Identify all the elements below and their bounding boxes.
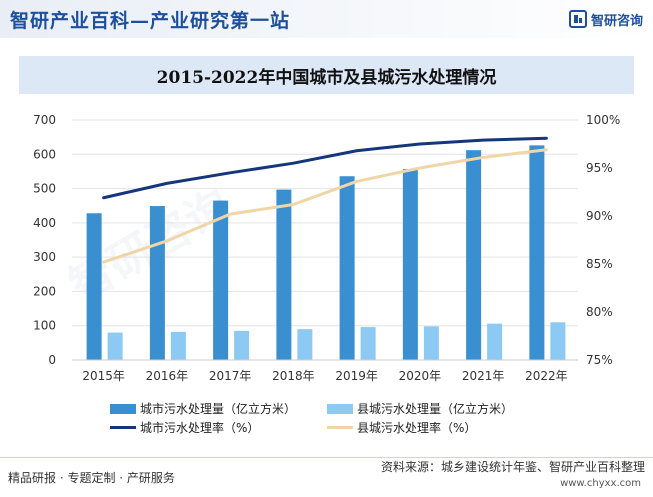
chart-title: 2015-2022年中国城市及县城污水处理情况 [156, 67, 497, 88]
legend-label-county-volume: 县城污水处理量（亿立方米） [357, 402, 514, 416]
legend-label-county-rate: 县城污水处理率（%） [357, 421, 477, 435]
bar-city-volume[interactable] [149, 206, 165, 360]
chart-title-box: 2015-2022年中国城市及县城污水处理情况 [19, 56, 634, 94]
brand-logo[interactable]: 智研咨询 [568, 9, 643, 29]
bar-county-volume[interactable] [107, 332, 123, 360]
brand-logo-text: 智研咨询 [590, 13, 643, 29]
y-right-tick-label: 80% [586, 305, 613, 319]
y-left-tick-label: 200 [33, 284, 56, 298]
bar-county-volume[interactable] [550, 322, 566, 360]
y-left-tick-label: 500 [33, 182, 56, 196]
legend-swatch-city-rate [110, 426, 136, 429]
legend-swatch-county-rate [327, 426, 353, 429]
x-tick-label: 2021年 [462, 369, 505, 383]
site-slogan: 智研产业百科—产业研究第一站 [10, 10, 291, 32]
line-city-rate[interactable] [102, 136, 548, 200]
chart-area: 0 100 200 300 400 500 600 700 75% 80% 85% 90% 95% 100… [33, 113, 620, 383]
legend-item-city-rate[interactable]: 城市污水处理率（%） [110, 419, 259, 436]
bar-county-volume[interactable] [360, 327, 376, 360]
legend-label-city-rate: 城市污水处理率（%） [140, 421, 260, 435]
legend-item-county-rate[interactable]: 县城污水处理率（%） [327, 419, 476, 436]
chart-legend: 城市污水处理量（亿立方米） 县城污水处理量（亿立方米） 城市污水处理率（%） 县… [0, 395, 653, 435]
bar-city-volume[interactable] [276, 189, 292, 360]
y-left-tick-label: 600 [33, 147, 56, 161]
data-source: 资料来源：城乡建设统计年鉴、智研产业百科整理 [380, 460, 645, 474]
legend-label-city-volume: 城市污水处理量（亿立方米） [140, 402, 297, 416]
top-banner: 智研产业百科—产业研究第一站 智研咨询 [0, 0, 653, 38]
x-tick-label: 2016年 [146, 369, 189, 383]
y-left-tick-label: 700 [33, 113, 56, 127]
bar-county-volume[interactable] [423, 326, 439, 360]
y-right-tick-label: 90% [586, 209, 613, 223]
bar-county-volume[interactable] [297, 329, 313, 360]
x-tick-label: 2017年 [209, 369, 252, 383]
footer-services: 精品研报 · 专题定制 · 产研服务 [8, 471, 175, 485]
legend-item-county-volume[interactable]: 县城污水处理量（亿立方米） [327, 400, 513, 417]
x-tick-label: 2022年 [525, 369, 568, 383]
y-right-tick-label: 85% [586, 257, 613, 271]
bar-city-volume[interactable] [339, 176, 355, 360]
line-county-rate[interactable] [102, 148, 548, 264]
bar-county-volume[interactable] [487, 323, 503, 360]
brand-logo-icon [568, 10, 587, 28]
legend-swatch-county-volume [327, 403, 353, 414]
legend-swatch-city-volume [110, 403, 136, 414]
x-tick-label: 2015年 [82, 369, 125, 383]
bar-county-volume[interactable] [234, 330, 250, 360]
bar-city-volume[interactable] [466, 150, 482, 360]
bar-city-volume[interactable] [402, 169, 418, 360]
footer-divider [0, 457, 653, 458]
legend-item-city-volume[interactable]: 城市污水处理量（亿立方米） [110, 400, 296, 417]
y-right-tick-label: 100% [586, 113, 620, 127]
x-tick-label: 2019年 [335, 369, 378, 383]
y-right-tick-label: 75% [586, 353, 613, 367]
x-tick-label: 2018年 [272, 369, 315, 383]
y-left-tick-label: 400 [33, 216, 56, 230]
y-left-tick-label: 300 [33, 250, 56, 264]
y-right-tick-label: 95% [586, 161, 613, 175]
bar-county-volume[interactable] [170, 331, 186, 360]
x-tick-label: 2020年 [399, 369, 442, 383]
bar-city-volume[interactable] [86, 213, 102, 360]
bar-city-volume[interactable] [213, 200, 229, 360]
bar-city-volume[interactable] [529, 145, 545, 360]
website-url[interactable]: www.chyxx.com [560, 478, 641, 489]
y-left-tick-label: 0 [48, 353, 56, 367]
y-left-tick-label: 100 [33, 319, 56, 333]
